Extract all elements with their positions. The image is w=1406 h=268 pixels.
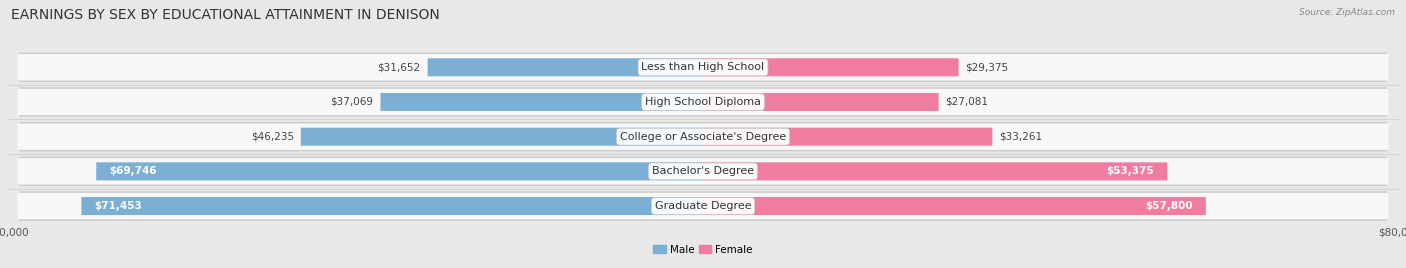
Text: High School Diploma: High School Diploma [645,97,761,107]
Text: Graduate Degree: Graduate Degree [655,201,751,211]
Text: $69,746: $69,746 [110,166,157,176]
FancyBboxPatch shape [17,158,1389,185]
FancyBboxPatch shape [20,192,1386,220]
FancyBboxPatch shape [20,53,1386,81]
Text: $71,453: $71,453 [94,201,142,211]
Text: $31,652: $31,652 [378,62,420,72]
FancyBboxPatch shape [703,93,939,111]
FancyBboxPatch shape [17,54,1389,80]
FancyBboxPatch shape [82,197,703,215]
FancyBboxPatch shape [96,162,703,180]
Text: $46,235: $46,235 [250,132,294,142]
Text: $29,375: $29,375 [966,62,1008,72]
Text: $37,069: $37,069 [330,97,374,107]
Text: Source: ZipAtlas.com: Source: ZipAtlas.com [1299,8,1395,17]
FancyBboxPatch shape [301,128,703,146]
Text: Less than High School: Less than High School [641,62,765,72]
Legend: Male, Female: Male, Female [650,240,756,259]
FancyBboxPatch shape [703,128,993,146]
Text: $33,261: $33,261 [1000,132,1042,142]
Text: EARNINGS BY SEX BY EDUCATIONAL ATTAINMENT IN DENISON: EARNINGS BY SEX BY EDUCATIONAL ATTAINMEN… [11,8,440,22]
FancyBboxPatch shape [17,124,1389,150]
FancyBboxPatch shape [703,197,1206,215]
FancyBboxPatch shape [20,123,1386,151]
FancyBboxPatch shape [703,58,959,76]
Text: Bachelor's Degree: Bachelor's Degree [652,166,754,176]
FancyBboxPatch shape [427,58,703,76]
Text: $27,081: $27,081 [946,97,988,107]
Text: $53,375: $53,375 [1107,166,1154,176]
FancyBboxPatch shape [17,89,1389,115]
FancyBboxPatch shape [381,93,703,111]
FancyBboxPatch shape [20,88,1386,116]
FancyBboxPatch shape [20,158,1386,185]
Text: College or Associate's Degree: College or Associate's Degree [620,132,786,142]
FancyBboxPatch shape [703,162,1167,180]
FancyBboxPatch shape [17,193,1389,219]
Text: $57,800: $57,800 [1144,201,1192,211]
